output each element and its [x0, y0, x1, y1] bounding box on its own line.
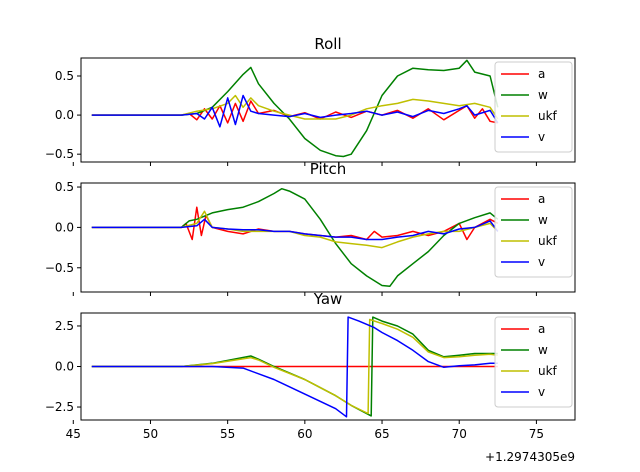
y-tick-label: 0.0 [55, 360, 74, 374]
subplot-roll: 0.5 0.0 −0.5 Roll aw ukf v [45, 35, 576, 166]
x-offset-text: +1.2974305e9 [485, 450, 575, 464]
legend: aw ukf v [494, 61, 573, 153]
legend-label-a: a [538, 322, 545, 336]
legend-label-ukf: ukf [538, 109, 558, 123]
series-group [91, 316, 498, 418]
legend-box [494, 186, 573, 278]
y-tick-label: −2.5 [45, 400, 74, 414]
y-tick-label: 0.0 [55, 220, 74, 234]
legend-label-ukf: ukf [538, 234, 558, 248]
y-tick-label: 0.0 [55, 108, 74, 122]
x-tick-label: 65 [374, 427, 389, 441]
subplot-title: Roll [314, 35, 341, 53]
y-tick-label: 2.5 [55, 319, 74, 333]
x-tick-label: 70 [452, 427, 467, 441]
legend-label-w: w [538, 213, 548, 227]
series-line-v [91, 316, 498, 418]
series-line-ukf [91, 94, 499, 120]
series-line-w [91, 187, 499, 288]
legend-label-a: a [538, 67, 545, 81]
x-tick-label: 50 [143, 427, 158, 441]
series-line-w [91, 316, 498, 417]
series-line-ukf [91, 210, 499, 249]
legend: aw ukf v [494, 186, 573, 278]
x-tick-label: 75 [529, 427, 544, 441]
x-tick-label: 60 [297, 427, 312, 441]
y-tick-label: −0.5 [45, 261, 74, 275]
subplot-pitch: 0.5 0.0 −0.5 Pitch aw ukf v [45, 160, 576, 296]
series-line-v [91, 94, 499, 128]
series-line-ukf [91, 318, 498, 415]
y-tick-label: 0.5 [55, 69, 74, 83]
series-line-v [91, 218, 499, 241]
legend-label-v: v [538, 255, 545, 269]
subplots: 0.50.0−0.5Rollawukfv0.50.0−0.5Pitchawukf… [45, 35, 576, 441]
series-group [91, 187, 499, 288]
subplot-title: Pitch [310, 160, 347, 178]
axes-frame [80, 57, 576, 163]
x-tick-label: 45 [66, 427, 81, 441]
legend-box [494, 61, 573, 153]
legend: aw ukf v [494, 316, 573, 408]
legend-box [494, 316, 573, 408]
legend-label-v: v [538, 130, 545, 144]
series-group [91, 59, 499, 158]
legend-label-ukf: ukf [538, 364, 558, 378]
y-tick-label: −0.5 [45, 147, 74, 161]
axes-frame [80, 182, 576, 293]
legend-label-v: v [538, 385, 545, 399]
y-tick-label: 0.5 [55, 180, 74, 194]
series-line-w [91, 59, 499, 158]
subplot-yaw: 45 50 55 60 65 70 75 2.5 0.0 −2.5 Yaw aw ukf v [45, 290, 576, 441]
subplot-title: Yaw [313, 290, 343, 308]
legend-label-a: a [538, 192, 545, 206]
legend-label-w: w [538, 88, 548, 102]
x-tick-label: 55 [220, 427, 235, 441]
legend-label-w: w [538, 343, 548, 357]
